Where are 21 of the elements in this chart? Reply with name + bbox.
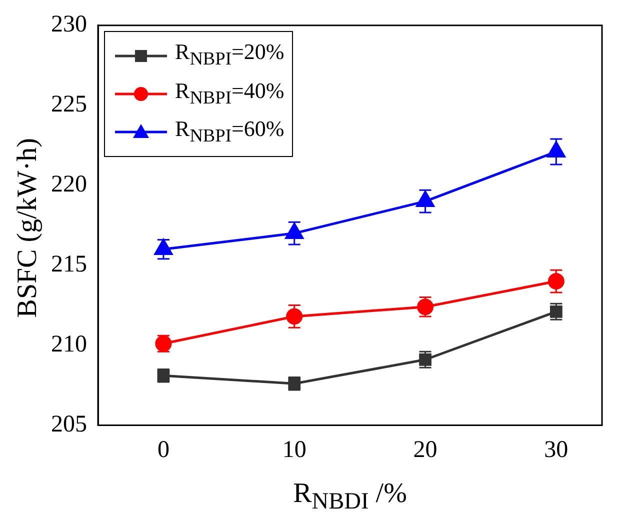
x-tick-label: 10 [282, 436, 306, 463]
x-tick-label: 20 [413, 436, 438, 463]
y-tick-label: 205 [51, 411, 87, 438]
legend-label: R$_{NBPI}$=60% [175, 115, 284, 148]
x-axis-title: R$_{NBDI}$ /% [292, 478, 408, 516]
y-tick-label: 210 [51, 332, 87, 358]
y-tick-label: 220 [51, 172, 87, 198]
point [285, 223, 304, 240]
y-tick-label: 230 [51, 12, 87, 38]
point [286, 308, 303, 325]
legend-label: R$_{NBPI}$=20% [175, 38, 284, 71]
y-tick-label: 225 [51, 92, 87, 118]
legend-label: R$_{NBPI}$=40% [175, 76, 284, 110]
point [154, 239, 172, 256]
point [416, 191, 434, 208]
point [548, 273, 564, 290]
x-tick-label: 30 [544, 436, 568, 463]
x-tick-label: 0 [157, 436, 170, 463]
point [547, 141, 566, 158]
y-tick-label: 215 [51, 252, 87, 278]
y-axis-title: BSFC (g/kW·h) [12, 138, 44, 318]
